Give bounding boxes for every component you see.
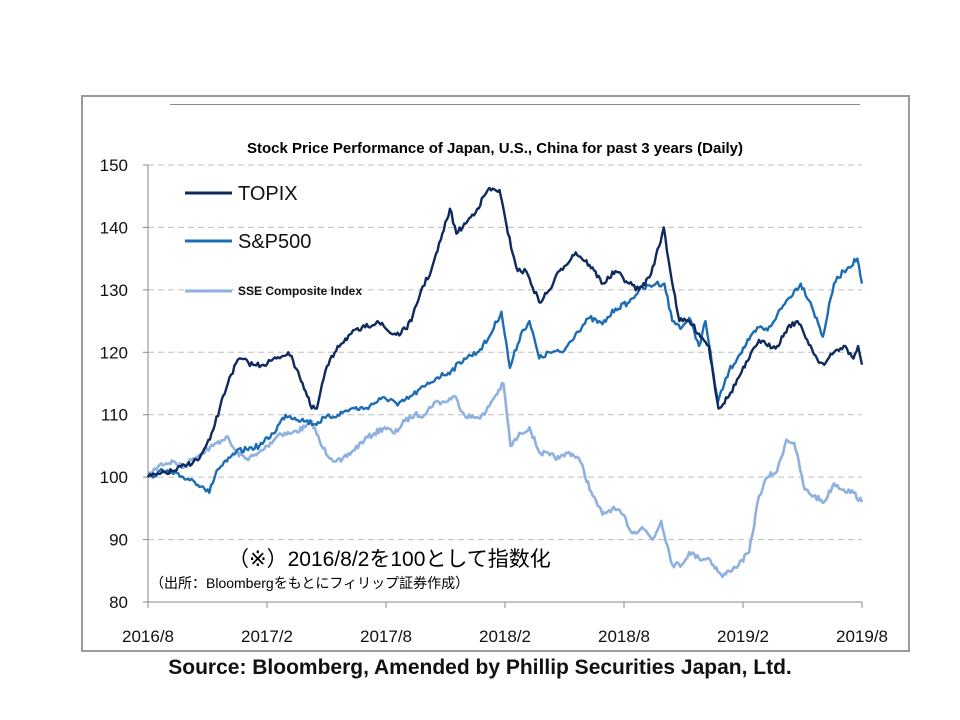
chart-frame	[81, 95, 910, 652]
chart-title: Stock Price Performance of Japan, U.S., …	[247, 140, 743, 157]
y-tick-label: 100	[100, 468, 128, 487]
x-tick-label: 2016/8	[122, 627, 174, 646]
legend-label-topix: TOPIX	[238, 183, 298, 205]
index-note: （※）2016/8/2を100として指数化	[228, 548, 551, 571]
y-tick-labels: 80 90 100 110 120 130 140 150	[100, 156, 148, 612]
y-tick-label: 90	[109, 531, 128, 550]
y-tick-label: 140	[100, 218, 128, 237]
x-tick-label: 2019/2	[717, 627, 769, 646]
x-tick-labels: 2016/8 2017/2 2017/8 2018/2 2018/8 2019/2 2019…	[122, 602, 888, 646]
x-tick-label: 2018/8	[598, 627, 650, 646]
x-tick-label: 2017/8	[360, 627, 412, 646]
x-tick-label: 2019/8	[836, 627, 888, 646]
y-tick-label: 150	[100, 156, 128, 175]
y-tick-label: 130	[100, 281, 128, 300]
x-tick-label: 2018/2	[479, 627, 531, 646]
y-tick-label: 120	[100, 343, 128, 362]
legend-label-sp500: S&P500	[238, 231, 311, 253]
series-lines	[146, 186, 864, 579]
legend: TOPIX S&P500 SSE Composite Index	[185, 183, 362, 298]
series-line-topix	[146, 186, 864, 478]
legend-label-sse: SSE Composite Index	[238, 284, 362, 298]
source-caption: Source: Bloomberg, Amended by Phillip Se…	[168, 656, 792, 679]
source-note-jp: （出所：Bloombergをもとにフィリップ証券作成）	[150, 575, 469, 591]
series-line-sse	[146, 381, 864, 579]
series-line-sp500	[146, 257, 864, 494]
top-rule	[170, 104, 860, 105]
x-tick-label: 2017/2	[241, 627, 293, 646]
y-tick-label: 80	[109, 593, 128, 612]
y-tick-label: 110	[101, 406, 128, 425]
